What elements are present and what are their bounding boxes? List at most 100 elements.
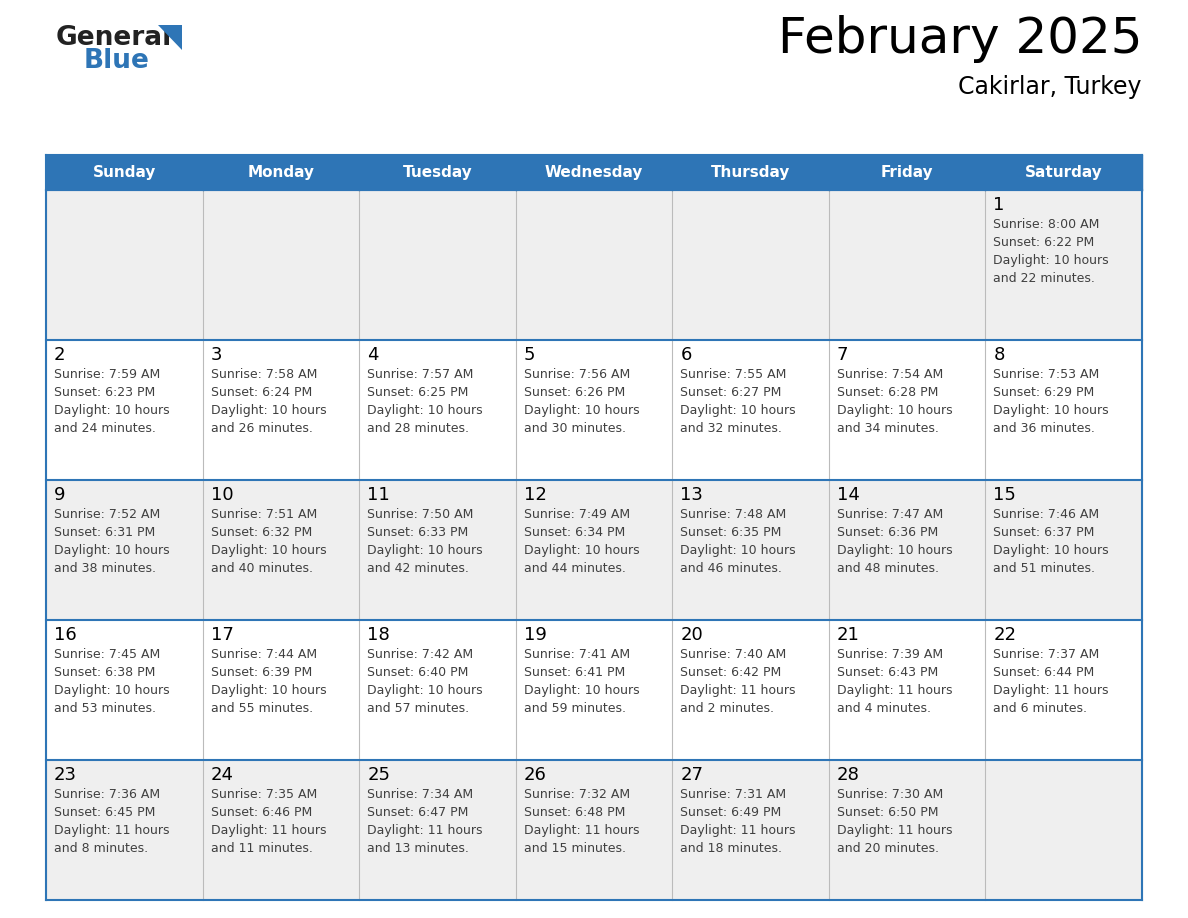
- Text: 9: 9: [53, 486, 65, 504]
- Text: 15: 15: [993, 486, 1016, 504]
- Bar: [359, 760, 516, 900]
- Bar: [516, 480, 672, 620]
- Text: Sunrise: 7:35 AM: Sunrise: 7:35 AM: [210, 788, 317, 801]
- Text: Sunrise: 7:48 AM: Sunrise: 7:48 AM: [681, 508, 786, 521]
- Text: and 51 minutes.: and 51 minutes.: [993, 562, 1095, 575]
- Text: Sunrise: 7:41 AM: Sunrise: 7:41 AM: [524, 648, 630, 661]
- Text: Daylight: 10 hours: Daylight: 10 hours: [836, 404, 953, 417]
- Text: Daylight: 11 hours: Daylight: 11 hours: [681, 824, 796, 837]
- Text: Sunrise: 7:55 AM: Sunrise: 7:55 AM: [681, 368, 786, 381]
- Text: Sunset: 6:50 PM: Sunset: 6:50 PM: [836, 806, 939, 819]
- Text: 11: 11: [367, 486, 390, 504]
- Text: Blue: Blue: [84, 48, 150, 74]
- Text: Sunset: 6:24 PM: Sunset: 6:24 PM: [210, 386, 311, 399]
- Text: 2: 2: [53, 346, 65, 364]
- Text: Sunset: 6:43 PM: Sunset: 6:43 PM: [836, 666, 939, 679]
- Text: Sunrise: 7:58 AM: Sunrise: 7:58 AM: [210, 368, 317, 381]
- Text: Tuesday: Tuesday: [403, 165, 473, 180]
- Text: Sunrise: 7:37 AM: Sunrise: 7:37 AM: [993, 648, 1100, 661]
- Text: 7: 7: [836, 346, 848, 364]
- Text: 21: 21: [836, 626, 860, 644]
- Text: Sunrise: 7:44 AM: Sunrise: 7:44 AM: [210, 648, 317, 661]
- Text: Daylight: 10 hours: Daylight: 10 hours: [836, 544, 953, 557]
- Text: Sunrise: 7:59 AM: Sunrise: 7:59 AM: [53, 368, 160, 381]
- Text: 14: 14: [836, 486, 860, 504]
- Text: and 30 minutes.: and 30 minutes.: [524, 422, 626, 435]
- Text: Daylight: 10 hours: Daylight: 10 hours: [53, 684, 170, 697]
- Text: Sunrise: 7:53 AM: Sunrise: 7:53 AM: [993, 368, 1100, 381]
- Text: and 13 minutes.: and 13 minutes.: [367, 842, 469, 855]
- Text: Daylight: 10 hours: Daylight: 10 hours: [524, 684, 639, 697]
- Bar: [672, 190, 829, 340]
- Text: Sunrise: 7:51 AM: Sunrise: 7:51 AM: [210, 508, 317, 521]
- Text: 3: 3: [210, 346, 222, 364]
- Text: and 18 minutes.: and 18 minutes.: [681, 842, 782, 855]
- Bar: [829, 480, 985, 620]
- Text: Sunset: 6:44 PM: Sunset: 6:44 PM: [993, 666, 1094, 679]
- Text: and 26 minutes.: and 26 minutes.: [210, 422, 312, 435]
- Text: Sunrise: 7:46 AM: Sunrise: 7:46 AM: [993, 508, 1100, 521]
- Text: Daylight: 10 hours: Daylight: 10 hours: [367, 404, 482, 417]
- Text: Daylight: 11 hours: Daylight: 11 hours: [681, 684, 796, 697]
- Text: Daylight: 10 hours: Daylight: 10 hours: [524, 404, 639, 417]
- Text: Sunset: 6:25 PM: Sunset: 6:25 PM: [367, 386, 468, 399]
- Bar: [516, 760, 672, 900]
- Bar: [359, 620, 516, 760]
- Text: Wednesday: Wednesday: [545, 165, 643, 180]
- Bar: [203, 760, 359, 900]
- Bar: [672, 480, 829, 620]
- Text: Sunset: 6:39 PM: Sunset: 6:39 PM: [210, 666, 311, 679]
- Text: and 8 minutes.: and 8 minutes.: [53, 842, 148, 855]
- Text: Sunset: 6:37 PM: Sunset: 6:37 PM: [993, 526, 1095, 539]
- Text: Sunset: 6:40 PM: Sunset: 6:40 PM: [367, 666, 468, 679]
- Text: Sunrise: 7:40 AM: Sunrise: 7:40 AM: [681, 648, 786, 661]
- Text: Sunrise: 7:31 AM: Sunrise: 7:31 AM: [681, 788, 786, 801]
- Text: Daylight: 10 hours: Daylight: 10 hours: [993, 254, 1110, 267]
- Bar: [672, 155, 829, 190]
- Text: Sunrise: 7:56 AM: Sunrise: 7:56 AM: [524, 368, 630, 381]
- Text: and 40 minutes.: and 40 minutes.: [210, 562, 312, 575]
- Bar: [203, 190, 359, 340]
- Bar: [203, 620, 359, 760]
- Text: 26: 26: [524, 766, 546, 784]
- Bar: [516, 190, 672, 340]
- Text: Thursday: Thursday: [710, 165, 790, 180]
- Text: Sunset: 6:33 PM: Sunset: 6:33 PM: [367, 526, 468, 539]
- Text: Sunset: 6:42 PM: Sunset: 6:42 PM: [681, 666, 782, 679]
- Text: Sunrise: 7:39 AM: Sunrise: 7:39 AM: [836, 648, 943, 661]
- Text: Daylight: 10 hours: Daylight: 10 hours: [367, 544, 482, 557]
- Text: and 28 minutes.: and 28 minutes.: [367, 422, 469, 435]
- Text: Daylight: 10 hours: Daylight: 10 hours: [53, 544, 170, 557]
- Text: Sunset: 6:38 PM: Sunset: 6:38 PM: [53, 666, 156, 679]
- Text: Sunrise: 7:49 AM: Sunrise: 7:49 AM: [524, 508, 630, 521]
- Text: Sunset: 6:45 PM: Sunset: 6:45 PM: [53, 806, 156, 819]
- Text: 28: 28: [836, 766, 860, 784]
- Text: Sunset: 6:36 PM: Sunset: 6:36 PM: [836, 526, 939, 539]
- Text: Sunrise: 7:36 AM: Sunrise: 7:36 AM: [53, 788, 160, 801]
- Text: Daylight: 11 hours: Daylight: 11 hours: [367, 824, 482, 837]
- Text: and 46 minutes.: and 46 minutes.: [681, 562, 782, 575]
- Bar: [985, 620, 1142, 760]
- Bar: [985, 480, 1142, 620]
- Text: 6: 6: [681, 346, 691, 364]
- Text: Daylight: 10 hours: Daylight: 10 hours: [524, 544, 639, 557]
- Text: and 32 minutes.: and 32 minutes.: [681, 422, 782, 435]
- Text: 18: 18: [367, 626, 390, 644]
- Bar: [46, 480, 203, 620]
- Bar: [985, 190, 1142, 340]
- Text: Daylight: 10 hours: Daylight: 10 hours: [681, 404, 796, 417]
- Text: Saturday: Saturday: [1025, 165, 1102, 180]
- Text: Daylight: 10 hours: Daylight: 10 hours: [210, 404, 327, 417]
- Text: and 48 minutes.: and 48 minutes.: [836, 562, 939, 575]
- Text: 5: 5: [524, 346, 536, 364]
- Text: Sunrise: 7:57 AM: Sunrise: 7:57 AM: [367, 368, 474, 381]
- Bar: [672, 340, 829, 480]
- Text: 16: 16: [53, 626, 77, 644]
- Text: Daylight: 10 hours: Daylight: 10 hours: [367, 684, 482, 697]
- Text: Daylight: 10 hours: Daylight: 10 hours: [210, 684, 327, 697]
- Bar: [359, 480, 516, 620]
- Text: Sunrise: 7:52 AM: Sunrise: 7:52 AM: [53, 508, 160, 521]
- Text: Sunset: 6:49 PM: Sunset: 6:49 PM: [681, 806, 782, 819]
- Text: and 2 minutes.: and 2 minutes.: [681, 702, 775, 715]
- Text: Sunset: 6:32 PM: Sunset: 6:32 PM: [210, 526, 311, 539]
